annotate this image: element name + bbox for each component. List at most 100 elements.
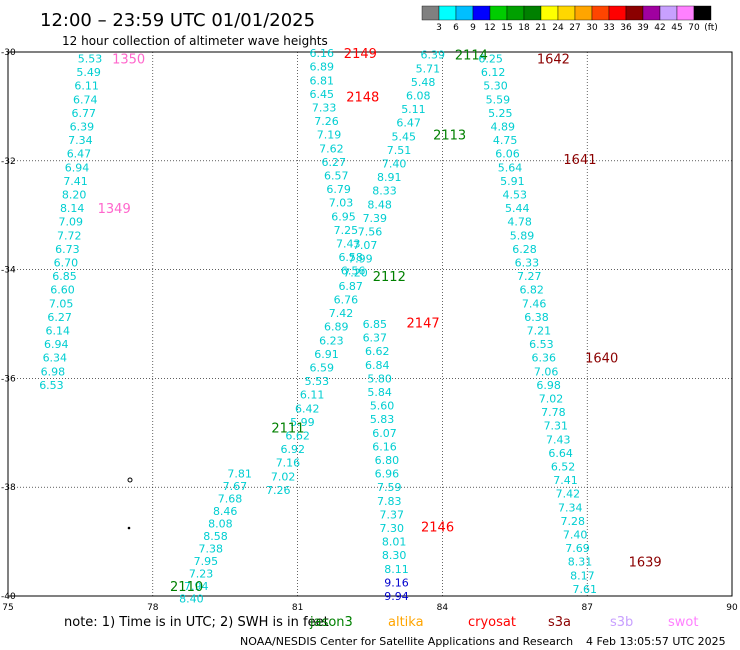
wave-height-point: 6.56 [341, 265, 366, 278]
wave-height-point: 6.52 [551, 461, 576, 474]
colorbar-tick-label: 24 [552, 23, 564, 33]
colorbar-tick-label: 27 [569, 23, 580, 33]
wave-height-point: 7.02 [271, 470, 296, 483]
colorbar-legend: 3 6 9 12 15 18 21 24 27 30 33 36 39 42 45 70 (ft) [421, 5, 718, 33]
wave-height-point: 7.27 [517, 270, 542, 283]
wave-height-point: 6.16 [309, 47, 334, 60]
wave-height-point: 7.81 [227, 468, 252, 481]
wave-height-point: 6.77 [72, 107, 97, 120]
colorbar-swatch [438, 5, 457, 21]
colorbar-swatch [676, 5, 695, 21]
wave-height-point: 6.87 [338, 280, 363, 293]
wave-height-point: 5.45 [392, 130, 417, 143]
wave-height-point: 6.47 [396, 117, 421, 130]
wave-height-point: 6.89 [309, 61, 334, 74]
legend-swot: swot [668, 615, 698, 630]
satellite-legend: jason3 altika cryosat s3a s3b swot [309, 615, 698, 630]
wave-height-point: 6.06 [495, 148, 520, 161]
wave-height-point: 7.62 [319, 142, 344, 155]
y-tick-label: -32 [1, 157, 16, 167]
x-tick-label: 90 [726, 603, 738, 613]
colorbar-tick-label: 36 [620, 23, 632, 33]
colorbar-tick-label: 45 [671, 23, 682, 33]
wave-height-point: 7.09 [58, 216, 83, 229]
island-marker-2 [127, 526, 131, 530]
wave-height-point: 8.31 [568, 556, 593, 569]
colorbar-tick-label: 9 [470, 23, 476, 33]
wave-height-point: 6.53 [529, 338, 554, 351]
colorbar-swatch [574, 5, 593, 21]
wave-height-point: 7.38 [198, 543, 223, 556]
legend-altika: altika [388, 615, 424, 630]
colorbar-tick-label: 39 [637, 23, 649, 33]
wave-height-point: 6.39 [70, 121, 95, 134]
wave-height-point: 7.34 [558, 501, 583, 514]
colorbar-tick-label: 18 [518, 23, 530, 33]
pass-label: 2113 [433, 129, 466, 144]
pass-label: 2147 [407, 316, 440, 331]
colorbar-swatch [659, 5, 678, 21]
wave-height-point: 7.40 [382, 158, 407, 171]
pass-label: 1641 [563, 153, 596, 168]
colorbar-swatch [591, 5, 610, 21]
wave-height-point: 7.19 [317, 129, 342, 142]
wave-height-point: 8.48 [367, 198, 392, 211]
timestamp-text: 4 Feb 13:05:57 UTC 2025 [586, 635, 726, 648]
legend-jason3: jason3 [309, 615, 353, 630]
wave-height-point: 6.27 [47, 311, 72, 324]
wave-height-point: 6.53 [39, 379, 64, 392]
wave-height-point: 5.53 [78, 53, 103, 66]
pass-label: 2148 [346, 91, 379, 106]
wave-height-point: 7.28 [560, 515, 585, 528]
wave-height-point: 6.12 [481, 66, 506, 79]
wave-height-point: 8.17 [570, 569, 595, 582]
pass-label: 1639 [629, 556, 662, 571]
wave-height-point: 6.89 [324, 321, 349, 334]
legend-s3a: s3a [548, 615, 571, 630]
wave-height-point: 6.16 [372, 440, 397, 453]
axis-ticks: 75 78 81 84 87 90 -30 -32 -34 -36 -38 -40 [1, 48, 738, 613]
wave-height-point: 8.01 [382, 536, 407, 549]
wave-height-point: 7.99 [348, 253, 373, 266]
wave-height-point: 7.43 [336, 237, 361, 250]
colorbar-swatch [557, 5, 576, 21]
wave-height-point: 6.70 [54, 257, 79, 270]
wave-height-point: 6.59 [309, 362, 334, 375]
wave-height-point: 6.85 [363, 318, 388, 331]
wave-height-point: 5.64 [498, 161, 523, 174]
pass-label: 1640 [585, 352, 618, 367]
island-marker [127, 477, 133, 483]
wave-height-point: 5.83 [370, 413, 395, 426]
wave-height-point: 7.42 [329, 307, 354, 320]
wave-height-point: 6.36 [532, 352, 557, 365]
wave-height-point: 7.37 [379, 508, 404, 521]
wave-height-point: 5.48 [411, 76, 436, 89]
colorbar-tick-label: 12 [484, 23, 495, 33]
wave-height-point: 6.64 [548, 447, 573, 460]
note-text: note: 1) Time is in UTC; 2) SWH is in fe… [64, 615, 329, 630]
plot-frame [7, 51, 733, 597]
wave-height-point: 7.26 [266, 484, 291, 497]
wave-height-point: 7.78 [541, 406, 566, 419]
wave-height-point: 7.41 [553, 474, 578, 487]
pass-label: 1350 [112, 53, 145, 68]
wave-height-point: 8.91 [377, 171, 402, 184]
colorbar-tick-label: 21 [535, 23, 546, 33]
wave-height-point: 7.59 [377, 481, 402, 494]
y-tick-label: -34 [1, 266, 16, 276]
wave-height-point: 7.34 [68, 134, 93, 147]
colorbar-swatch [693, 5, 712, 21]
wave-height-point: 6.23 [319, 334, 344, 347]
wave-height-point: 7.07 [353, 239, 378, 252]
wave-height-point: 7.05 [49, 297, 74, 310]
wave-height-point: 6.07 [372, 427, 397, 440]
wave-height-point: 5.11 [401, 103, 426, 116]
colorbar-tick-label: (ft) [704, 23, 718, 33]
colorbar-tick-label: 3 [436, 23, 442, 33]
wave-height-point: 7.69 [565, 542, 590, 555]
wave-height-point: 6.95 [331, 210, 356, 223]
y-tick-label: -30 [1, 48, 16, 58]
x-tick-label: 87 [581, 603, 592, 613]
colorbar-tick-label: 6 [453, 23, 459, 33]
